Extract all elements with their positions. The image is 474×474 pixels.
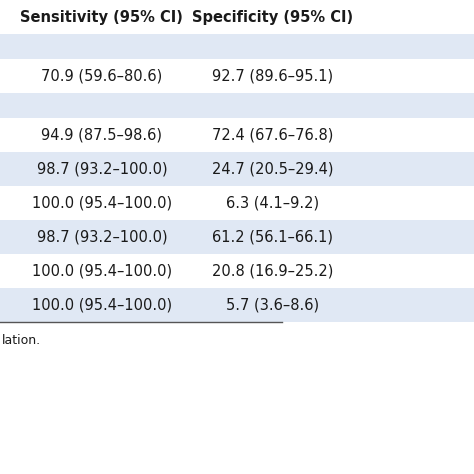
Text: 72.4 (67.6–76.8): 72.4 (67.6–76.8) bbox=[212, 127, 333, 142]
Text: 5.7 (3.6–8.6): 5.7 (3.6–8.6) bbox=[226, 298, 319, 313]
Text: 20.8 (16.9–25.2): 20.8 (16.9–25.2) bbox=[212, 264, 333, 279]
Text: 100.0 (95.4–100.0): 100.0 (95.4–100.0) bbox=[32, 195, 172, 210]
Text: lation.: lation. bbox=[2, 334, 42, 347]
Bar bbox=[0, 379, 474, 474]
Text: Sensitivity (95% CI): Sensitivity (95% CI) bbox=[20, 9, 183, 25]
Text: 94.9 (87.5–98.6): 94.9 (87.5–98.6) bbox=[41, 127, 163, 142]
Text: 98.7 (93.2–100.0): 98.7 (93.2–100.0) bbox=[36, 161, 167, 176]
Text: 24.7 (20.5–29.4): 24.7 (20.5–29.4) bbox=[212, 161, 333, 176]
Text: 100.0 (95.4–100.0): 100.0 (95.4–100.0) bbox=[32, 264, 172, 279]
Text: Specificity (95% CI): Specificity (95% CI) bbox=[192, 9, 353, 25]
Bar bbox=[0, 288, 474, 322]
Text: 100.0 (95.4–100.0): 100.0 (95.4–100.0) bbox=[32, 298, 172, 313]
Bar bbox=[0, 34, 474, 59]
Bar bbox=[0, 152, 474, 186]
Bar bbox=[0, 93, 474, 118]
Text: 92.7 (89.6–95.1): 92.7 (89.6–95.1) bbox=[212, 68, 333, 83]
Bar bbox=[0, 59, 474, 93]
Bar bbox=[0, 254, 474, 288]
Text: 61.2 (56.1–66.1): 61.2 (56.1–66.1) bbox=[212, 229, 333, 245]
Bar bbox=[0, 220, 474, 254]
Text: 98.7 (93.2–100.0): 98.7 (93.2–100.0) bbox=[36, 229, 167, 245]
Bar bbox=[0, 118, 474, 152]
Bar bbox=[0, 0, 474, 34]
Bar bbox=[0, 186, 474, 220]
Text: 6.3 (4.1–9.2): 6.3 (4.1–9.2) bbox=[226, 195, 319, 210]
Text: 70.9 (59.6–80.6): 70.9 (59.6–80.6) bbox=[41, 68, 163, 83]
